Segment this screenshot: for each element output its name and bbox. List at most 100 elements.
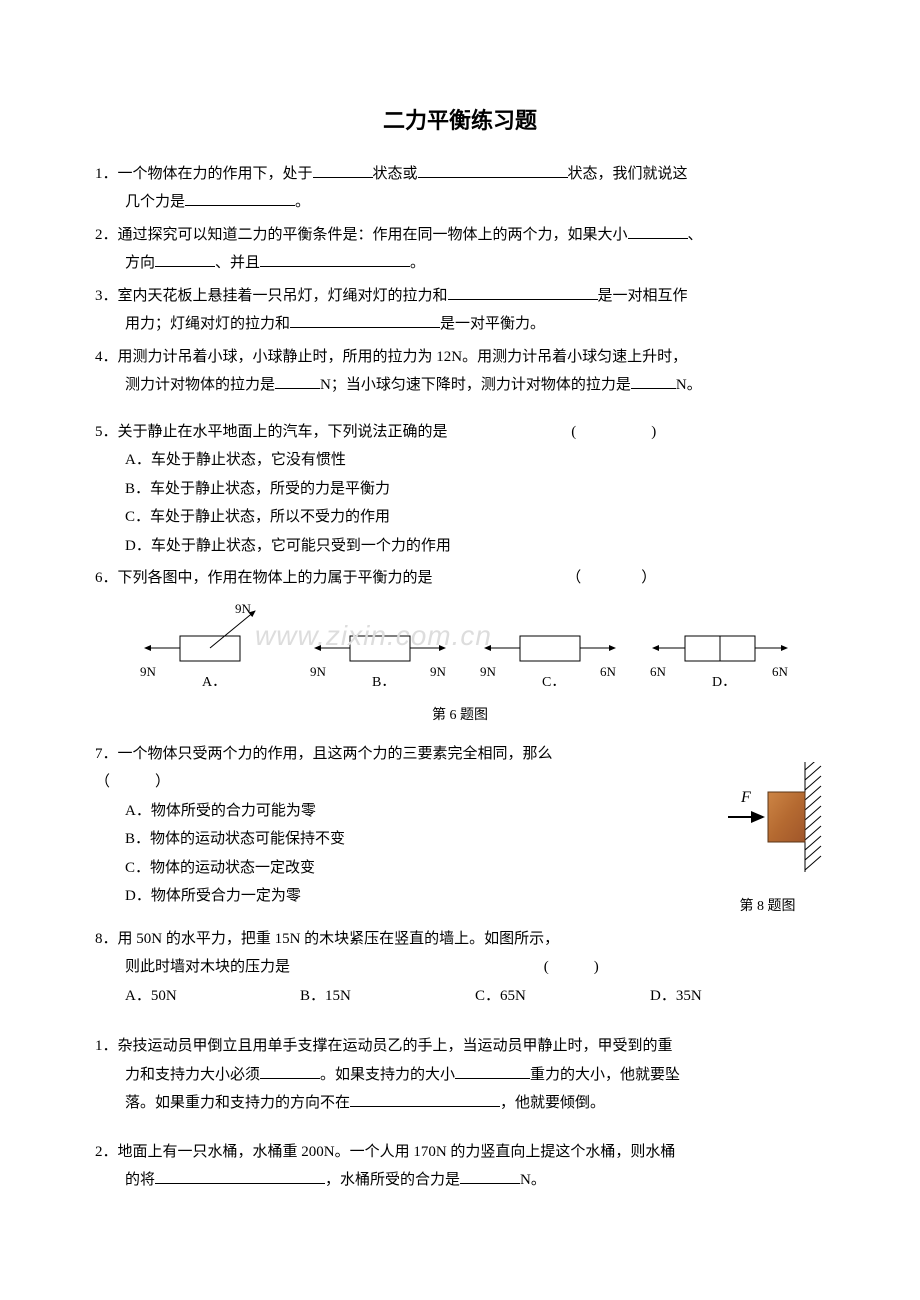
q3-t3: 用力；灯绳对灯的拉力和 (125, 316, 290, 332)
svg-text:9N: 9N (140, 664, 157, 679)
q3-t2: 是一对相互作 (598, 288, 688, 304)
q5-opt-b: B．车处于静止状态，所受的力是平衡力 (125, 475, 825, 504)
q7-num: 7． (95, 746, 118, 762)
q6-paren: （ ） (566, 564, 656, 593)
b1-t3: 。如果支持力的大小 (320, 1067, 455, 1083)
q7-stem: 一个物体只受两个力的作用，且这两个力的三要素完全相同，那么 (118, 746, 553, 762)
question-3: 3．室内天花板上悬挂着一只吊灯，灯绳对灯的拉力和 是一对相互作 用力；灯绳对灯的拉… (95, 282, 825, 339)
q4-t3: N；当小球匀速下降时，测力计对物体的拉力是 (320, 377, 631, 393)
q2-num: 2． (95, 227, 118, 243)
b1-t6: ，他就要倾倒。 (500, 1095, 605, 1111)
q8-figure: F 第 8 题图 (710, 762, 825, 920)
blank (460, 1168, 520, 1184)
b1-t2: 力和支持力大小必须 (125, 1067, 260, 1083)
q6-num: 6． (95, 570, 118, 586)
page-title: 二力平衡练习题 (95, 100, 825, 142)
svg-text:C．: C． (542, 675, 565, 690)
q3-t1: 室内天花板上悬挂着一只吊灯，灯绳对灯的拉力和 (118, 288, 448, 304)
q4-t4: N。 (676, 377, 702, 393)
q1-t5: 。 (295, 194, 310, 210)
q8-opt-c: C．65N (475, 982, 650, 1011)
q6-stem: 下列各图中，作用在物体上的力属于平衡力的是 (118, 570, 433, 586)
svg-text:9N: 9N (235, 601, 252, 616)
question-8: 8．用 50N 的水平力，把重 15N 的木块紧压在竖直的墙上。如图所示， 则此… (95, 925, 825, 1011)
svg-text:6N: 6N (650, 664, 667, 679)
question-4: 4．用测力计吊着小球，小球静止时，所用的拉力为 12N。用测力计吊着小球匀速上升… (95, 343, 825, 400)
blank (418, 162, 568, 178)
q5-opt-c: C．车处于静止状态，所以不受力的作用 (125, 503, 825, 532)
q8-t2: 则此时墙对木块的压力是 (125, 959, 290, 975)
blank (455, 1063, 530, 1079)
q2-t2: 、 (688, 227, 703, 243)
question-b1: 1．杂技运动员甲倒立且用单手支撑在运动员乙的手上，当运动员甲静止时，甲受到的重 … (95, 1032, 825, 1118)
blank (155, 251, 215, 267)
q1-t2: 状态或 (373, 166, 418, 182)
q4-num: 4． (95, 349, 118, 365)
q6-diagram: www.zixin.com.cn 9N 9N A． 9N (95, 601, 825, 702)
q8-caption: 第 8 题图 (710, 894, 825, 921)
q4-t2: 测力计对物体的拉力是 (125, 377, 275, 393)
blank (155, 1168, 325, 1184)
svg-text:A．: A． (202, 675, 226, 690)
q6-caption: 第 6 题图 (95, 703, 825, 730)
q8-num: 8． (95, 931, 118, 947)
b2-t3: ，水桶所受的合力是 (325, 1172, 460, 1188)
q4-t1: 用测力计吊着小球，小球静止时，所用的拉力为 12N。用测力计吊着小球匀速上升时， (118, 349, 688, 365)
blank (350, 1091, 500, 1107)
q5-opt-d: D．车处于静止状态，它可能只受到一个力的作用 (125, 532, 825, 561)
b1-t4: 重力的大小，他就要坠 (530, 1067, 680, 1083)
q2-t3: 方向 (125, 255, 155, 271)
q8-opt-d: D．35N (650, 982, 825, 1011)
b2-t2: 的将 (125, 1172, 155, 1188)
question-b2: 2．地面上有一只水桶，水桶重 200N。一个人用 170N 的力竖直向上提这个水… (95, 1138, 825, 1195)
blank (260, 251, 410, 267)
q5-num: 5． (95, 424, 118, 440)
q8-opt-b: B．15N (300, 982, 475, 1011)
q7-paren: （ ） (95, 768, 170, 797)
svg-text:9N: 9N (430, 664, 447, 679)
blank (628, 223, 688, 239)
question-2: 2．通过探究可以知道二力的平衡条件是：作用在同一物体上的两个力，如果大小 、 方向… (95, 221, 825, 278)
blank (260, 1063, 320, 1079)
q1-t3: 状态，我们就说这 (568, 166, 688, 182)
question-7: 7．一个物体只受两个力的作用，且这两个力的三要素完全相同，那么 （ ） (95, 740, 825, 911)
q1-num: 1． (95, 166, 118, 182)
q8-svg: F (713, 762, 823, 877)
question-5: 5．关于静止在水平地面上的汽车，下列说法正确的是 ( ) A．车处于静止状态，它… (95, 418, 825, 561)
blank (185, 190, 295, 206)
svg-text:6N: 6N (600, 664, 617, 679)
b1-t1: 杂技运动员甲倒立且用单手支撑在运动员乙的手上，当运动员甲静止时，甲受到的重 (118, 1038, 673, 1054)
b1-t5: 落。如果重力和支持力的方向不在 (125, 1095, 350, 1111)
q2-t5: 。 (410, 255, 425, 271)
q8-paren: ( ) (544, 953, 599, 982)
blank (290, 312, 440, 328)
q2-t4a: 、并且 (215, 255, 260, 271)
svg-text:D．: D． (712, 675, 736, 690)
q2-t1: 通过探究可以知道二力的平衡条件是：作用在同一物体上的两个力，如果大小 (118, 227, 628, 243)
q8-t1: 用 50N 的水平力，把重 15N 的木块紧压在竖直的墙上。如图所示， (118, 931, 560, 947)
b2-t1: 地面上有一只水桶，水桶重 200N。一个人用 170N 的力竖直向上提这个水桶，… (118, 1144, 676, 1160)
q6-svg: 9N 9N A． 9N 9N B． 9N 6N C． (120, 601, 800, 691)
blank (275, 373, 320, 389)
q3-t4: 是一对平衡力。 (440, 316, 545, 332)
question-6: 6．下列各图中，作用在物体上的力属于平衡力的是 （ ） www.zixin.co… (95, 564, 825, 730)
q1-t1: 一个物体在力的作用下，处于 (118, 166, 313, 182)
b1-num: 1． (95, 1038, 118, 1054)
q5-opt-a: A．车处于静止状态，它没有惯性 (125, 446, 825, 475)
svg-text:9N: 9N (480, 664, 497, 679)
svg-text:9N: 9N (310, 664, 327, 679)
blank (313, 162, 373, 178)
q3-num: 3． (95, 288, 118, 304)
b2-num: 2． (95, 1144, 118, 1160)
svg-text:6N: 6N (772, 664, 789, 679)
q5-stem: 关于静止在水平地面上的汽车，下列说法正确的是 (118, 424, 448, 440)
q8-opt-a: A．50N (125, 982, 300, 1011)
question-1: 1．一个物体在力的作用下，处于 状态或 状态，我们就说这 几个力是 。 (95, 160, 825, 217)
blank (631, 373, 676, 389)
svg-text:B．: B． (372, 675, 395, 690)
q1-t4: 几个力是 (125, 194, 185, 210)
b2-t4: N。 (520, 1172, 546, 1188)
q5-paren: ( ) (571, 418, 656, 447)
blank (448, 284, 598, 300)
svg-text:F: F (740, 789, 751, 806)
